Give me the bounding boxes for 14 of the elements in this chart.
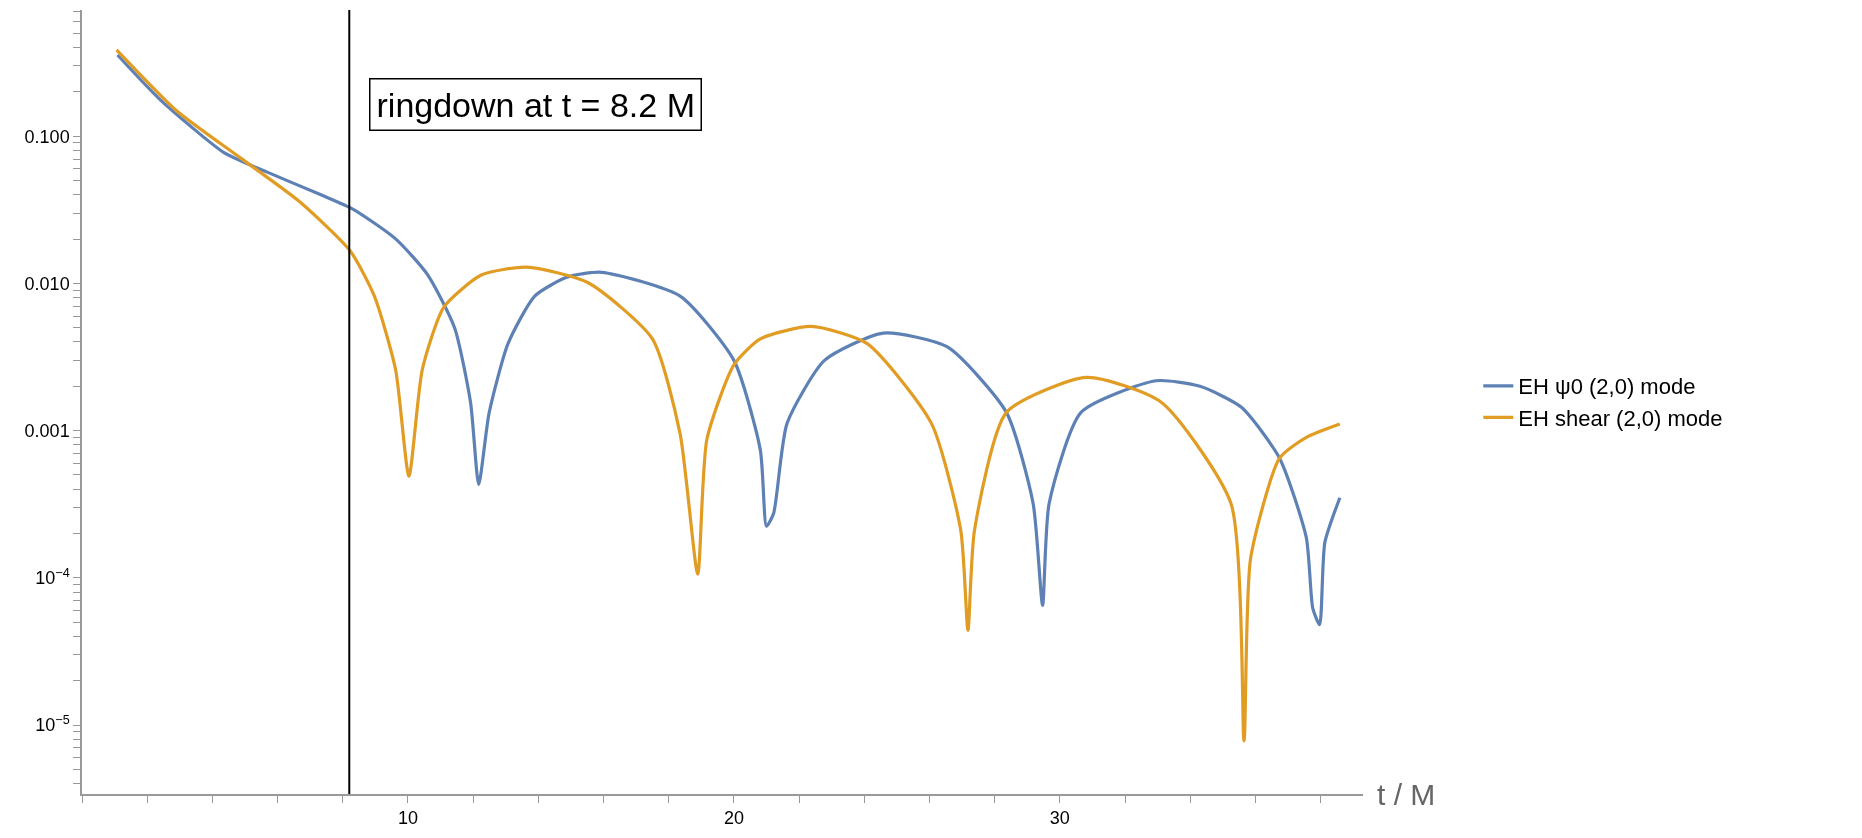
y-tick-label: 0.001 bbox=[24, 420, 70, 441]
x-axis-title: t / M bbox=[1377, 778, 1436, 811]
y-tick-label: 0.010 bbox=[24, 273, 70, 294]
legend-label: EH shear (2,0) mode bbox=[1518, 405, 1723, 431]
x-tick-label: 30 bbox=[1049, 808, 1070, 829]
ref-line-label: ringdown at t = 8.2 M bbox=[376, 85, 695, 124]
x-tick-label: 10 bbox=[397, 808, 418, 829]
legend-label: EH ψ0 (2,0) mode bbox=[1518, 374, 1696, 400]
x-tick-label: 20 bbox=[723, 808, 744, 829]
line-series bbox=[115, 53, 1342, 627]
y-tick-label: 10$^{−5}$ bbox=[35, 712, 70, 736]
y-tick-label: 0.100 bbox=[24, 126, 70, 147]
y-tick-label: 10$^{−4}$ bbox=[35, 565, 70, 589]
line-series bbox=[114, 48, 1342, 743]
